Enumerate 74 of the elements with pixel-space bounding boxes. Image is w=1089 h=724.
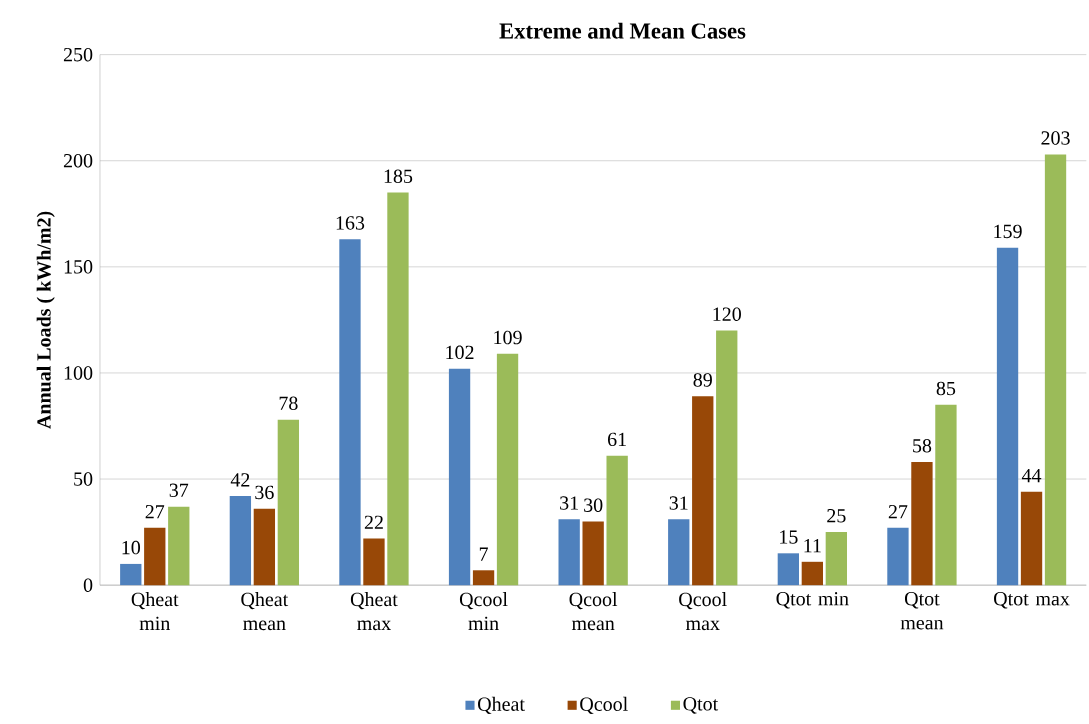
bar	[253, 508, 276, 586]
data-label: 31	[669, 496, 688, 510]
bar	[801, 561, 824, 586]
legend-label: Qtot	[683, 697, 719, 714]
bar	[1020, 491, 1043, 586]
data-label: 120	[713, 307, 741, 322]
bar	[144, 527, 166, 586]
bar	[496, 353, 519, 586]
data-label: 163	[336, 216, 365, 230]
y-tick-label: 50	[74, 472, 93, 486]
bar	[777, 553, 800, 586]
x-tick-label: Qheat min	[131, 592, 179, 631]
y-tick-label: 200	[63, 154, 93, 168]
data-label: 44	[1021, 469, 1042, 483]
data-label: 37	[169, 483, 189, 498]
data-label: 89	[693, 373, 712, 387]
data-label: 203	[1041, 131, 1070, 145]
y-tick-label: 100	[64, 366, 93, 380]
chart-title: Extreme and Mean Cases	[499, 22, 746, 39]
bar	[996, 247, 1019, 586]
data-label: 159	[994, 224, 1022, 239]
bar	[692, 396, 714, 586]
bar	[911, 462, 933, 586]
bar	[606, 455, 628, 586]
y-tick-label: 150	[64, 260, 93, 274]
x-tick-label: Qtot max	[994, 592, 1070, 609]
x-tick-label: Qcool min	[459, 592, 508, 631]
data-label: 7	[479, 547, 488, 561]
bar	[668, 519, 690, 586]
data-label: 30	[584, 498, 603, 512]
data-label: 25	[827, 509, 846, 523]
bar	[387, 192, 409, 586]
data-label: 10	[122, 540, 141, 555]
x-tick-label: Qheat max	[350, 592, 398, 631]
bar	[582, 521, 604, 586]
x-tick-label: Qtot min	[776, 592, 849, 609]
data-label: 15	[780, 530, 798, 544]
bar	[120, 564, 142, 586]
bar	[168, 506, 190, 586]
data-label: 36	[255, 485, 274, 500]
data-label: 85	[936, 381, 956, 396]
data-label: 109	[494, 330, 522, 345]
bar	[472, 570, 495, 586]
bar	[363, 538, 385, 586]
x-tick-label: Qtot mean	[900, 592, 944, 630]
data-label: 11	[804, 539, 821, 553]
y-tick-label: 0	[83, 578, 93, 592]
legend-label: Qheat	[478, 696, 525, 715]
data-label: 22	[364, 515, 383, 529]
y-tick-label: 250	[63, 48, 93, 62]
bar	[1044, 154, 1067, 586]
bar	[448, 368, 471, 586]
data-label: 102	[446, 345, 474, 360]
bar	[825, 532, 847, 586]
x-tick-label: Qcool mean	[569, 592, 618, 631]
data-label: 78	[279, 396, 298, 411]
data-label: 61	[608, 432, 626, 447]
bar	[935, 404, 957, 586]
bar	[277, 419, 300, 586]
data-label: 42	[230, 473, 250, 487]
data-label: 31	[560, 496, 578, 510]
data-label: 58	[913, 439, 932, 453]
data-label: 185	[384, 169, 413, 184]
bar	[887, 527, 909, 586]
data-label: 27	[888, 505, 908, 519]
x-tick-label: Qheat mean	[241, 592, 289, 631]
bar	[558, 519, 580, 586]
bar	[716, 330, 738, 586]
bar	[229, 496, 252, 586]
data-label: 27	[145, 505, 165, 519]
y-axis-title: Annual Loads ( kWh/m2)	[36, 211, 55, 429]
legend-label: Qcool	[580, 696, 628, 715]
bar	[339, 239, 361, 586]
x-tick-label: Qcool max	[679, 592, 727, 631]
